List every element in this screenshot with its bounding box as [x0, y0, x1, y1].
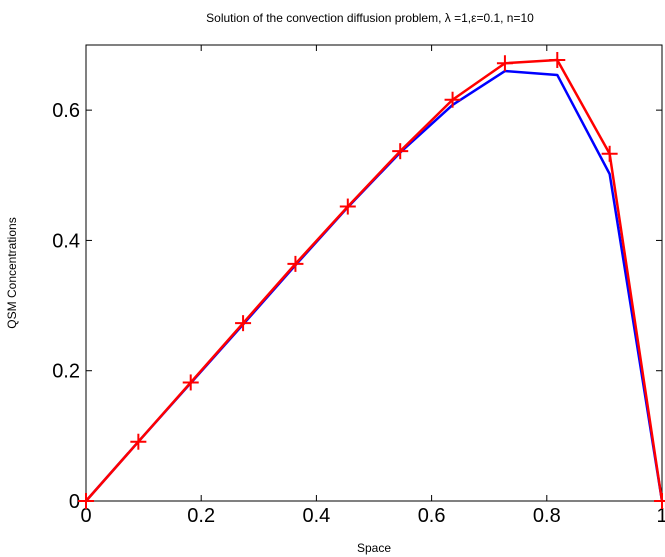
x-tick-label: 0 — [80, 505, 91, 527]
x-axis-label: Space — [357, 541, 391, 555]
series-2-point — [549, 51, 566, 68]
series-2-point — [444, 91, 461, 108]
x-tick-label: 1 — [656, 505, 665, 527]
series-2-point — [339, 198, 356, 215]
chart-title: Solution of the convection diffusion pro… — [206, 11, 534, 25]
y-tick-label: 0 — [69, 491, 80, 513]
y-tick-label: 0.6 — [52, 100, 80, 122]
series-group — [78, 51, 665, 509]
series-2-point — [601, 145, 618, 162]
series-2-line — [85, 58, 664, 502]
series-2-point — [130, 433, 147, 450]
x-tick-label: 0.4 — [302, 505, 330, 527]
y-tick-label: 0.4 — [52, 230, 80, 252]
series-2-point — [392, 143, 409, 160]
x-tick-label: 0.8 — [533, 505, 561, 527]
series-2-point — [496, 55, 513, 72]
x-tick-labels: 0 0.2 0.4 0.6 0.8 1 — [80, 505, 665, 527]
series-2-point — [654, 493, 665, 509]
y-axis-label: QSM Concentrations — [5, 217, 19, 328]
series-2-point — [235, 315, 252, 332]
series-2-point — [182, 374, 199, 391]
series-2-point — [287, 255, 304, 272]
plot-area — [85, 44, 663, 502]
y-tick-label: 0.2 — [52, 361, 80, 383]
y-tick-labels: 0 0.2 0.4 0.6 — [52, 100, 80, 513]
x-tick-label: 0.6 — [418, 505, 446, 527]
x-tick-label: 0.2 — [187, 505, 215, 527]
series-2-point — [78, 493, 94, 509]
